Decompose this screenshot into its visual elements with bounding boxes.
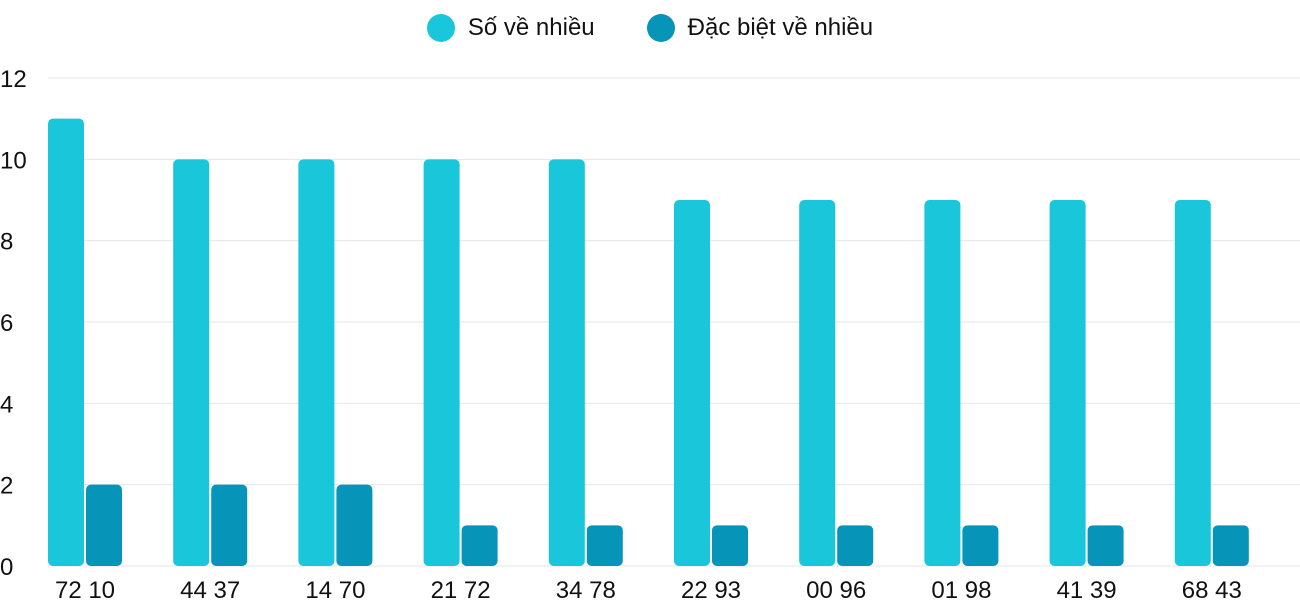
legend-item-dac-biet-ve-nhieu[interactable]: Đặc biệt về nhiều — [646, 14, 874, 42]
x-tick-label-21-72: 21 72 — [431, 577, 491, 600]
y-tick-label-8: 8 — [0, 229, 13, 256]
y-tick-label-10: 10 — [0, 147, 27, 174]
bar-dac-biet-ve-nhieu-22-93[interactable] — [712, 525, 748, 566]
x-tick-label-01-98: 01 98 — [931, 577, 991, 600]
chart-legend: Số về nhiều Đặc biệt về nhiều — [0, 8, 1300, 48]
y-tick-label-12: 12 — [0, 66, 27, 93]
y-tick-label-6: 6 — [0, 310, 13, 337]
bar-dac-biet-ve-nhieu-41-39[interactable] — [1087, 525, 1124, 566]
legend-item-so-ve-nhieu[interactable]: Số về nhiều — [426, 14, 595, 42]
bar-so-ve-nhieu-22-93[interactable] — [674, 200, 710, 566]
legend-label-dac-biet-ve-nhieu: Đặc biệt về nhiều — [687, 14, 874, 41]
x-tick-label-72-10: 72 10 — [55, 577, 115, 600]
y-tick-label-4: 4 — [0, 391, 13, 418]
legend-marker-so-ve-nhieu — [426, 14, 455, 42]
legend-marker-dac-biet-ve-nhieu — [646, 14, 675, 42]
bar-so-ve-nhieu-00-96[interactable] — [799, 200, 836, 566]
bar-so-ve-nhieu-01-98[interactable] — [924, 200, 961, 566]
bars — [48, 118, 1249, 567]
bar-so-ve-nhieu-41-39[interactable] — [1049, 200, 1086, 566]
bar-dac-biet-ve-nhieu-21-72[interactable] — [461, 525, 498, 566]
bar-so-ve-nhieu-68-43[interactable] — [1174, 200, 1211, 566]
bar-so-ve-nhieu-34-78[interactable] — [548, 159, 585, 567]
legend-label-so-ve-nhieu: Số về nhiều — [467, 14, 595, 41]
bar-so-ve-nhieu-44-37[interactable] — [173, 159, 210, 567]
y-tick-label-2: 2 — [0, 473, 13, 500]
bar-dac-biet-ve-nhieu-34-78[interactable] — [586, 525, 623, 566]
x-tick-label-34-78: 34 78 — [556, 577, 616, 600]
bar-dac-biet-ve-nhieu-68-43[interactable] — [1212, 525, 1249, 566]
bar-dac-biet-ve-nhieu-44-37[interactable] — [211, 484, 248, 566]
bar-dac-biet-ve-nhieu-01-98[interactable] — [962, 525, 999, 566]
bar-dac-biet-ve-nhieu-14-70[interactable] — [336, 484, 373, 566]
x-tick-label-22-93: 22 93 — [681, 577, 741, 600]
x-tick-label-41-39: 41 39 — [1057, 577, 1117, 600]
bar-so-ve-nhieu-14-70[interactable] — [298, 159, 335, 567]
bar-dac-biet-ve-nhieu-00-96[interactable] — [837, 525, 874, 566]
bar-so-ve-nhieu-72-10[interactable] — [48, 118, 84, 567]
x-tick-label-14-70: 14 70 — [305, 577, 365, 600]
y-tick-label-0: 0 — [0, 554, 13, 581]
bar-so-ve-nhieu-21-72[interactable] — [423, 159, 460, 567]
x-tick-label-00-96: 00 96 — [806, 577, 866, 600]
x-tick-label-68-43: 68 43 — [1182, 577, 1242, 600]
bar-dac-biet-ve-nhieu-72-10[interactable] — [86, 484, 122, 566]
x-tick-label-44-37: 44 37 — [180, 577, 240, 600]
